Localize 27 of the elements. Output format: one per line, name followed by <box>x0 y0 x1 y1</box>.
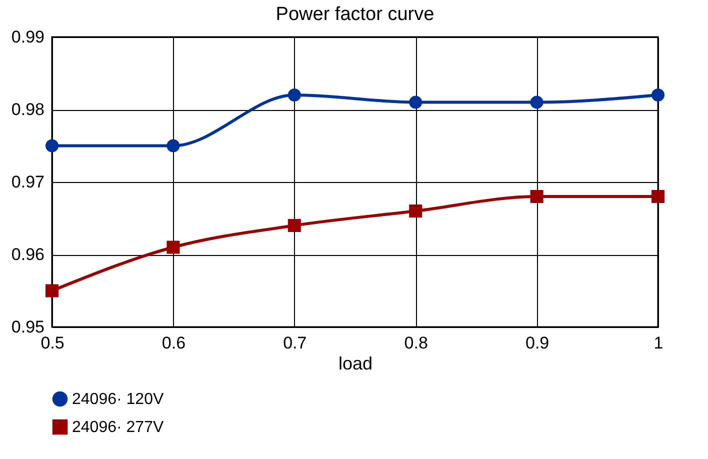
point <box>45 284 59 298</box>
legend-label: 24096· 277V <box>72 419 164 436</box>
x-tick-label: 0.5 <box>40 334 64 352</box>
point <box>530 96 544 109</box>
point <box>530 190 544 204</box>
y-tick-label: 0.97 <box>11 172 44 192</box>
x-tick-label: 0.8 <box>404 334 428 352</box>
y-tick-label: 0.98 <box>11 100 44 119</box>
point <box>45 139 59 152</box>
point <box>409 96 422 109</box>
x-tick-label: 0.6 <box>162 334 186 352</box>
point <box>409 204 422 218</box>
point <box>651 190 665 204</box>
x-tick-label: 0.7 <box>283 334 307 352</box>
x-tick-label: 1 <box>654 334 664 352</box>
point <box>288 88 301 102</box>
x-axis-title: load <box>338 354 373 374</box>
chart-title: Power factor curve <box>276 4 434 25</box>
y-tick-label: 0.99 <box>11 28 44 46</box>
point <box>651 88 665 102</box>
point <box>166 240 180 254</box>
legend-label: 24096· 120V <box>72 391 164 408</box>
point <box>288 218 301 232</box>
y-tick-label: 0.95 <box>11 318 44 336</box>
y-tick-label: 0.96 <box>11 245 44 264</box>
point <box>166 139 180 152</box>
x-tick-label: 0.9 <box>525 334 550 352</box>
